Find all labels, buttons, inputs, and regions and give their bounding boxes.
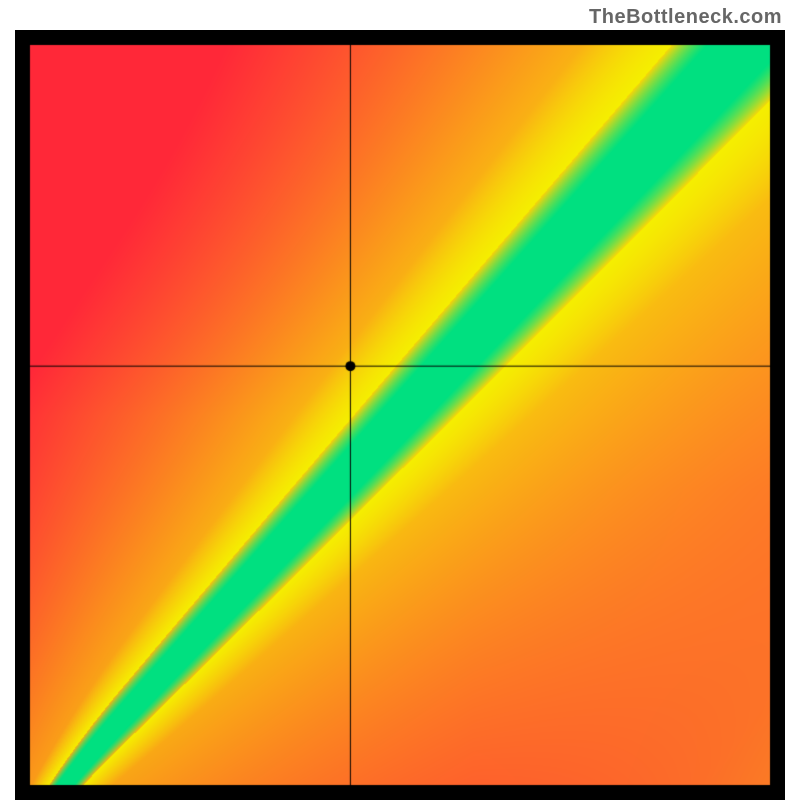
watermark-text: TheBottleneck.com [589,6,782,29]
chart-container: TheBottleneck.com [0,0,800,800]
heatmap-canvas [15,30,785,800]
